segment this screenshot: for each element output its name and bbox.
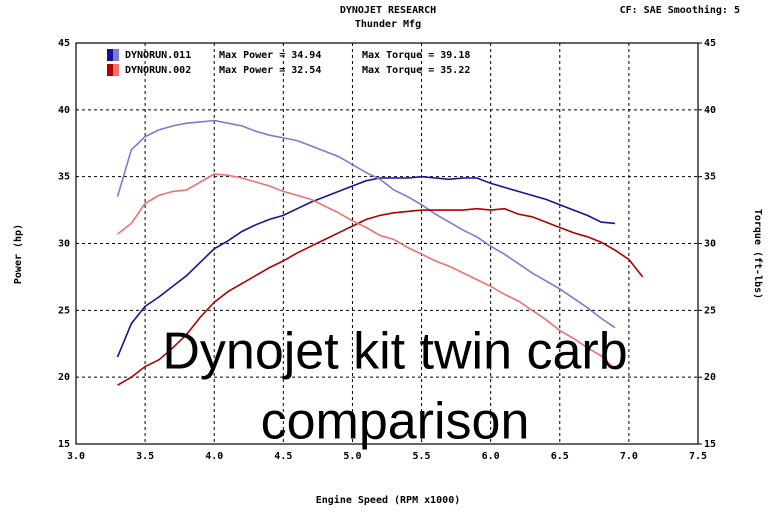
x-tick-label: 6.5 bbox=[551, 451, 569, 462]
y-tick-label: 35 bbox=[58, 172, 70, 183]
data-line bbox=[117, 207, 644, 386]
legend-power: Max Power = 32.54 bbox=[219, 65, 321, 76]
annotation: comparison bbox=[261, 393, 530, 451]
y2-tick-label: 40 bbox=[704, 105, 716, 116]
chart-title: DYNOJET RESEARCH bbox=[340, 5, 436, 16]
legend-swatch bbox=[113, 49, 119, 61]
y2-tick-label: 30 bbox=[704, 239, 716, 250]
y-tick-label: 25 bbox=[58, 305, 70, 316]
settings-text: CF: SAE Smoothing: 5 bbox=[620, 4, 740, 16]
y2-tick-label: 35 bbox=[704, 172, 716, 183]
annotation: Dynojet kit twin carb bbox=[162, 323, 627, 381]
data-line bbox=[117, 173, 616, 370]
legend-power: Max Power = 34.94 bbox=[219, 50, 321, 61]
y-tick-label: 20 bbox=[58, 372, 70, 383]
y2-tick-label: 45 bbox=[704, 38, 716, 49]
x-tick-label: 5.0 bbox=[343, 451, 361, 462]
x-tick-label: 4.0 bbox=[205, 451, 223, 462]
y2-tick-label: 15 bbox=[704, 439, 716, 450]
y-tick-label: 15 bbox=[58, 439, 70, 450]
legend-swatch bbox=[107, 49, 113, 61]
y2-tick-label: 20 bbox=[704, 372, 716, 383]
y-tick-label: 40 bbox=[58, 105, 70, 116]
plot-border bbox=[75, 42, 699, 445]
x-tick-label: 3.0 bbox=[67, 451, 85, 462]
x-tick-label: 4.5 bbox=[274, 451, 292, 462]
chart-subtitle: Thunder Mfg bbox=[355, 19, 421, 30]
x-tick-label: 5.5 bbox=[413, 451, 431, 462]
legend-torque: Max Torque = 35.22 bbox=[362, 65, 470, 76]
data-line bbox=[116, 119, 616, 329]
x-tick-label: 3.5 bbox=[136, 451, 154, 462]
y-axis-label: Power (hp) bbox=[13, 224, 24, 284]
legend-torque: Max Torque = 39.18 bbox=[362, 50, 470, 61]
x-tick-label: 7.5 bbox=[689, 451, 707, 462]
x-tick-label: 6.0 bbox=[482, 451, 500, 462]
y2-tick-label: 25 bbox=[704, 305, 716, 316]
legend-name: DYNORUN.011 bbox=[125, 50, 191, 61]
x-tick-label: 7.0 bbox=[620, 451, 638, 462]
data-line bbox=[116, 175, 616, 358]
y-tick-label: 30 bbox=[58, 239, 70, 250]
y2-axis-label: Torque (ft-lbs) bbox=[752, 209, 763, 299]
x-axis-label: Engine Speed (RPM x1000) bbox=[316, 494, 461, 506]
legend-swatch bbox=[113, 64, 119, 76]
legend-name: DYNORUN.002 bbox=[125, 65, 191, 76]
y-tick-label: 45 bbox=[58, 38, 70, 49]
legend-swatch bbox=[107, 64, 113, 76]
